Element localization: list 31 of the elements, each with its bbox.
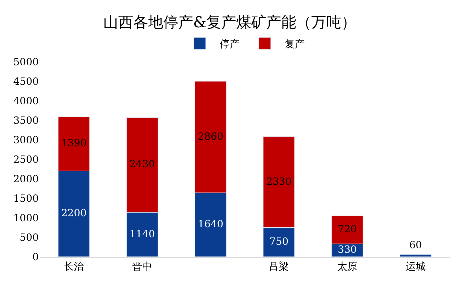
data-label: 720 — [338, 224, 358, 236]
data-label: 2200 — [61, 208, 87, 220]
y-tick-label: 5000 — [14, 58, 39, 68]
data-label: 330 — [338, 245, 358, 256]
chart-title: 山西各地停产&复产煤矿产能（万吨） — [103, 14, 357, 32]
data-label: 750 — [270, 236, 289, 248]
bar — [400, 254, 432, 257]
y-tick-label: 3000 — [14, 136, 39, 146]
y-tick-label: 4000 — [14, 96, 39, 108]
y-tick-label: 0 — [32, 252, 39, 264]
data-label: 2430 — [130, 160, 156, 171]
y-tick-label: 2000 — [14, 174, 39, 186]
x-tick-label: 吕梁 — [269, 261, 290, 273]
x-tick-label: 长治 — [64, 261, 84, 273]
data-label: 60 — [409, 240, 422, 252]
y-tick-label: 500 — [20, 233, 39, 244]
y-tick-label: 4500 — [14, 77, 39, 88]
x-tick-label: 太原 — [338, 261, 358, 273]
x-tick-label: 运城 — [406, 261, 426, 273]
y-tick-label: 1500 — [14, 194, 39, 205]
y-tick-label: 3500 — [14, 116, 39, 127]
data-label: 1140 — [130, 229, 156, 240]
data-label: 2330 — [266, 176, 292, 188]
data-label: 1390 — [61, 138, 87, 150]
y-tick-label: 1000 — [14, 214, 39, 224]
legend-label: 停产 — [220, 38, 240, 50]
data-label: 2860 — [198, 132, 224, 143]
y-tick-label: 2500 — [14, 155, 39, 166]
data-label: 1640 — [198, 220, 224, 231]
x-tick-label: 晋中 — [132, 261, 152, 273]
legend-label: 复产 — [285, 38, 305, 50]
